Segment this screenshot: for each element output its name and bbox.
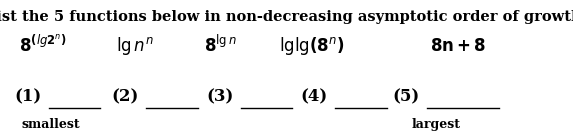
Text: $\mathbf{\mathrm{lg}\,\mathit{n}^{\mathit{n}}}$: $\mathbf{\mathrm{lg}\,\mathit{n}^{\mathi…	[116, 34, 154, 57]
Text: largest: largest	[411, 118, 461, 131]
Text: smallest: smallest	[22, 118, 80, 131]
Text: (2): (2)	[112, 88, 139, 105]
Text: List the 5 functions below in non-decreasing asymptotic order of growth:: List the 5 functions below in non-decrea…	[0, 10, 573, 24]
Text: $\mathbf{8n+8}$: $\mathbf{8n+8}$	[430, 37, 486, 55]
Text: (4): (4)	[301, 88, 328, 105]
Text: $\mathbf{8^{\mathrm{lg}\,\mathit{n}}}$: $\mathbf{8^{\mathrm{lg}\,\mathit{n}}}$	[204, 35, 237, 56]
Text: (5): (5)	[393, 88, 420, 105]
Text: $\mathbf{\mathrm{lglg}(8^{\mathit{n}})}$: $\mathbf{\mathrm{lglg}(8^{\mathit{n}})}$	[280, 34, 345, 57]
Text: (1): (1)	[14, 88, 42, 105]
Text: (3): (3)	[206, 88, 234, 105]
Text: $\mathbf{8^{(\mathit{lg}2^{\mathit{n}})}}$: $\mathbf{8^{(\mathit{lg}2^{\mathit{n}})}…	[19, 35, 67, 56]
